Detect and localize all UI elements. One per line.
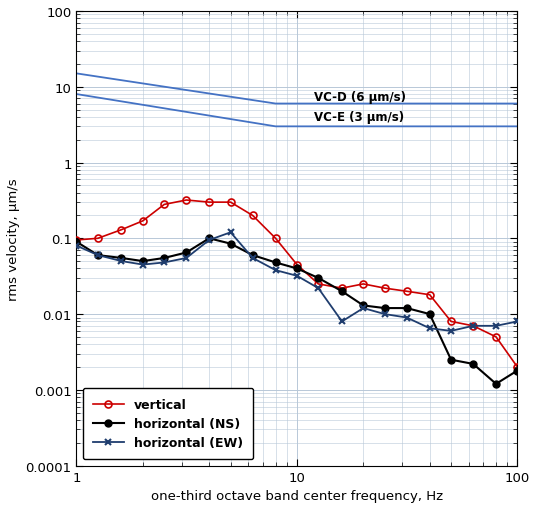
- X-axis label: one-third octave band center frequency, Hz: one-third octave band center frequency, …: [151, 489, 443, 502]
- vertical: [426, 292, 433, 298]
- vertical: [73, 238, 79, 244]
- vertical: [360, 281, 367, 288]
- horizontal (NS): [206, 236, 213, 242]
- horizontal (EW): [95, 252, 101, 259]
- vertical: [514, 364, 521, 371]
- vertical: [250, 213, 256, 219]
- horizontal (NS): [95, 252, 101, 259]
- vertical: [493, 334, 499, 341]
- horizontal (NS): [404, 305, 410, 312]
- vertical: [95, 236, 101, 242]
- vertical: [140, 218, 146, 224]
- horizontal (NS): [470, 361, 476, 367]
- horizontal (NS): [493, 381, 499, 387]
- horizontal (NS): [73, 239, 79, 245]
- vertical: [448, 319, 454, 325]
- horizontal (EW): [294, 273, 300, 279]
- horizontal (EW): [73, 243, 79, 249]
- horizontal (NS): [426, 312, 433, 318]
- horizontal (EW): [272, 268, 279, 274]
- horizontal (NS): [514, 367, 521, 374]
- horizontal (EW): [426, 326, 433, 332]
- Line: horizontal (EW): horizontal (EW): [73, 230, 521, 335]
- horizontal (EW): [381, 312, 388, 318]
- Line: horizontal (NS): horizontal (NS): [73, 235, 521, 387]
- vertical: [404, 289, 410, 295]
- vertical: [381, 286, 388, 292]
- vertical: [315, 281, 322, 288]
- horizontal (EW): [250, 256, 256, 262]
- vertical: [206, 200, 213, 206]
- horizontal (EW): [493, 323, 499, 329]
- Text: VC-E (3 μm/s): VC-E (3 μm/s): [315, 111, 404, 124]
- horizontal (EW): [206, 238, 213, 244]
- horizontal (EW): [470, 323, 476, 329]
- horizontal (EW): [514, 319, 521, 325]
- horizontal (NS): [294, 266, 300, 272]
- vertical: [339, 286, 345, 292]
- Legend: vertical, horizontal (NS), horizontal (EW): vertical, horizontal (NS), horizontal (E…: [83, 388, 253, 460]
- horizontal (EW): [448, 328, 454, 334]
- vertical: [183, 197, 190, 204]
- Text: VC-D (6 μm/s): VC-D (6 μm/s): [315, 91, 407, 103]
- vertical: [272, 236, 279, 242]
- horizontal (EW): [140, 262, 146, 268]
- Y-axis label: rms velocity, μm/s: rms velocity, μm/s: [7, 178, 20, 300]
- horizontal (NS): [448, 357, 454, 363]
- horizontal (NS): [227, 241, 234, 247]
- vertical: [161, 202, 168, 208]
- horizontal (EW): [118, 259, 125, 265]
- horizontal (EW): [227, 230, 234, 236]
- vertical: [227, 200, 234, 206]
- horizontal (NS): [161, 256, 168, 262]
- vertical: [118, 227, 125, 233]
- horizontal (NS): [250, 252, 256, 259]
- horizontal (NS): [315, 275, 322, 281]
- horizontal (NS): [360, 303, 367, 309]
- Line: vertical: vertical: [73, 197, 521, 371]
- vertical: [294, 262, 300, 268]
- horizontal (EW): [339, 319, 345, 325]
- horizontal (NS): [381, 305, 388, 312]
- horizontal (NS): [140, 259, 146, 265]
- horizontal (EW): [360, 305, 367, 312]
- horizontal (EW): [315, 286, 322, 292]
- horizontal (EW): [404, 315, 410, 321]
- horizontal (EW): [161, 260, 168, 266]
- horizontal (NS): [183, 250, 190, 256]
- vertical: [470, 323, 476, 329]
- horizontal (EW): [183, 256, 190, 262]
- horizontal (NS): [272, 260, 279, 266]
- horizontal (NS): [118, 256, 125, 262]
- horizontal (NS): [339, 289, 345, 295]
